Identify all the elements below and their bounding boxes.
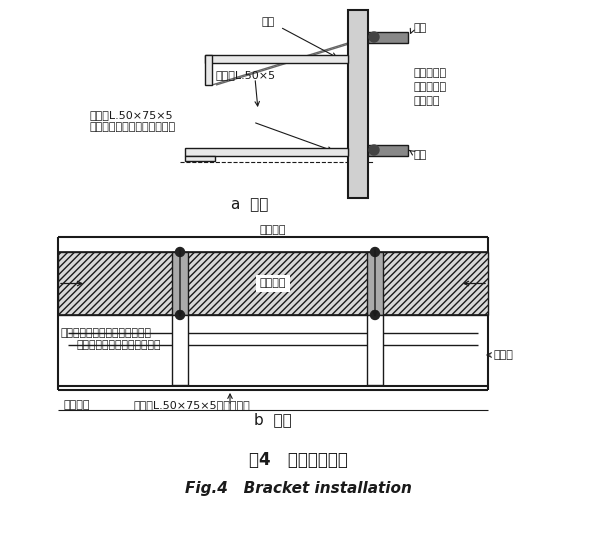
Text: 锁板: 锁板 bbox=[413, 150, 426, 160]
Text: 钙托架: 钙托架 bbox=[494, 350, 514, 360]
Text: 锁板: 锁板 bbox=[413, 23, 426, 33]
Bar bbox=[367, 315, 383, 385]
Text: 热镇锌L.50×75×5: 热镇锌L.50×75×5 bbox=[90, 110, 173, 120]
Circle shape bbox=[371, 310, 380, 320]
Bar bbox=[172, 252, 188, 315]
Text: 托架与锁板在现场进行定位焊接: 托架与锁板在现场进行定位焊接 bbox=[60, 328, 151, 338]
Text: 托架与锁板
在现场进行
定位焊接: 托架与锁板 在现场进行 定位焊接 bbox=[413, 68, 446, 106]
Text: a  立面: a 立面 bbox=[231, 197, 269, 213]
Text: 屋内空间: 屋内空间 bbox=[260, 225, 286, 235]
Bar bbox=[185, 156, 215, 161]
Bar bbox=[205, 55, 212, 85]
Text: 室外空间: 室外空间 bbox=[63, 400, 89, 410]
Bar bbox=[367, 252, 383, 315]
Bar bbox=[205, 55, 348, 63]
Bar bbox=[368, 32, 408, 43]
Bar bbox=[172, 315, 188, 385]
Text: 横料现场调平、校准，再焊接: 横料现场调平、校准，再焊接 bbox=[76, 340, 160, 350]
Bar bbox=[368, 145, 408, 156]
Circle shape bbox=[175, 310, 185, 320]
Text: 热镇锌L.50×5: 热镇锌L.50×5 bbox=[215, 70, 275, 80]
Circle shape bbox=[175, 247, 185, 257]
Bar bbox=[185, 148, 348, 156]
Text: 横料现场调平、校准，再焊接: 横料现场调平、校准，再焊接 bbox=[90, 122, 176, 132]
Bar bbox=[348, 10, 368, 198]
Text: 托架: 托架 bbox=[262, 17, 275, 27]
Text: 热镇锌L.50×75×5，横料托架: 热镇锌L.50×75×5，横料托架 bbox=[133, 400, 250, 410]
Text: Fig.4   Bracket installation: Fig.4 Bracket installation bbox=[185, 480, 411, 495]
Bar bbox=[58, 252, 488, 315]
Text: b  平面: b 平面 bbox=[254, 413, 292, 428]
Circle shape bbox=[369, 145, 379, 155]
Text: 结构外墙: 结构外墙 bbox=[260, 279, 286, 288]
Circle shape bbox=[369, 32, 379, 42]
Text: 图4   托架安装示意: 图4 托架安装示意 bbox=[249, 451, 347, 469]
Circle shape bbox=[371, 247, 380, 257]
